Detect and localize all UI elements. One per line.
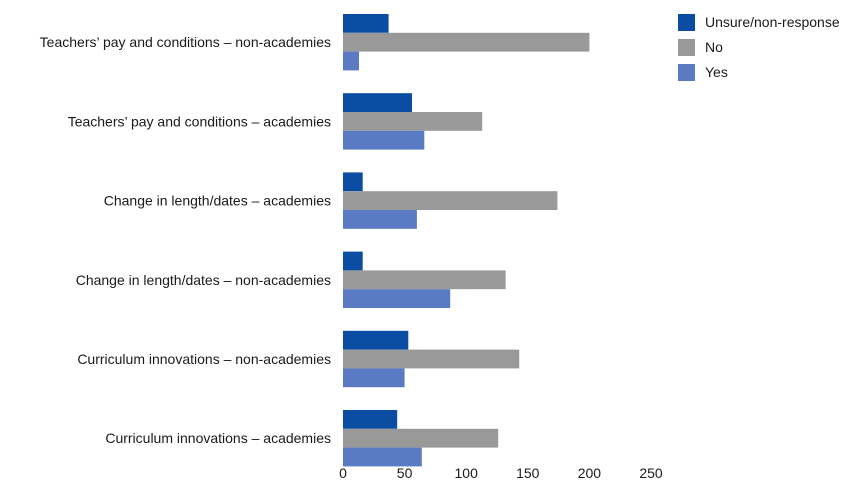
bar-unsure-non-response-1 [343,14,389,33]
x-tick-label: 50 [397,465,413,481]
category-label: Change in length/dates – academies [104,193,331,209]
bar-unsure-non-response-6 [343,410,398,429]
bar-yes-3 [343,210,417,229]
x-tick-label: 150 [516,465,540,481]
bar-no-4 [343,270,506,290]
category-label: Curriculum innovations – non-academies [77,351,331,367]
category-label: Teachers’ pay and conditions – academies [68,113,331,129]
category-label: Teachers’ pay and conditions – non-acade… [40,34,331,50]
category-label: Change in length/dates – non-academies [76,272,331,288]
x-tick-label: 200 [578,465,602,481]
bar-yes-4 [343,289,451,308]
bar-no-2 [343,112,483,131]
x-tick-label: 0 [339,465,347,481]
bar-no-3 [343,191,558,210]
bar-no-1 [343,32,590,52]
legend-swatch-unsure-non-response [678,14,695,31]
bars-layer [343,14,590,467]
bar-unsure-non-response-5 [343,330,409,350]
bar-unsure-non-response-3 [343,172,363,192]
bar-yes-2 [343,130,425,150]
bar-unsure-non-response-2 [343,93,412,112]
bar-unsure-non-response-4 [343,251,363,271]
legend-label-no: No [705,39,723,55]
category-label: Curriculum innovations – academies [105,430,331,446]
legend-label-unsure-non-response: Unsure/non-response [705,14,840,30]
bar-yes-1 [343,51,359,71]
category-labels: Teachers’ pay and conditions – non-acade… [40,34,331,446]
x-tick-label: 250 [639,465,663,481]
legend-label-yes: Yes [705,64,728,80]
legend-swatch-no [678,39,695,56]
bar-yes-6 [343,447,422,467]
legend: Unsure/non-response No Yes [678,14,840,81]
x-tick-label: 100 [455,465,479,481]
bar-yes-5 [343,368,405,388]
legend-swatch-yes [678,64,695,81]
bar-no-6 [343,428,499,448]
x-axis-ticks: 0 50 100 150 200 250 [339,465,663,481]
bar-no-5 [343,349,520,369]
